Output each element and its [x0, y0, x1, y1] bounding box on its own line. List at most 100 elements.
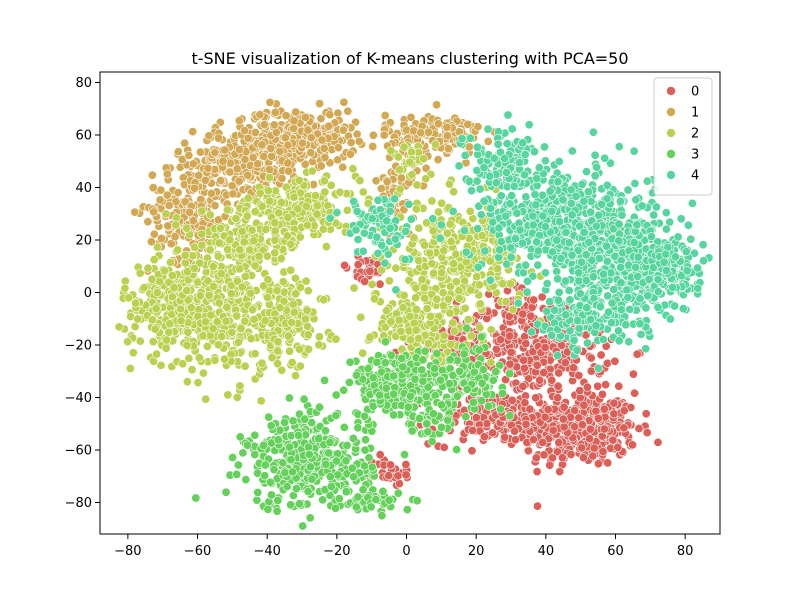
data-point	[555, 467, 565, 477]
data-point	[545, 460, 555, 470]
data-point	[274, 208, 284, 218]
data-point	[427, 196, 437, 206]
data-point	[368, 373, 378, 383]
data-point	[225, 167, 235, 177]
data-point	[272, 506, 282, 516]
data-point	[385, 460, 395, 470]
data-point	[446, 237, 456, 247]
data-point	[214, 298, 224, 308]
data-point	[270, 107, 280, 117]
data-point	[585, 424, 595, 434]
data-point	[265, 97, 275, 107]
data-point	[276, 254, 286, 264]
data-point	[375, 390, 385, 400]
data-point	[248, 153, 258, 163]
data-point	[463, 315, 473, 325]
data-point	[630, 388, 640, 398]
data-point	[428, 214, 438, 224]
data-point	[422, 304, 432, 314]
data-point	[252, 495, 262, 505]
data-point	[249, 314, 259, 324]
data-point	[578, 453, 588, 463]
data-point	[163, 221, 173, 231]
data-point	[568, 363, 578, 373]
data-point	[198, 368, 208, 378]
data-point	[559, 422, 569, 432]
data-point	[201, 394, 211, 404]
data-point	[124, 293, 134, 303]
points-layer	[114, 97, 714, 531]
data-point	[234, 145, 244, 155]
data-point	[325, 437, 335, 447]
data-point	[120, 283, 130, 293]
data-point	[273, 337, 283, 347]
data-point	[459, 226, 469, 236]
data-point	[430, 363, 440, 373]
data-point	[277, 173, 287, 183]
data-point	[270, 226, 280, 236]
data-point	[234, 116, 244, 126]
data-point	[486, 203, 496, 213]
data-point	[414, 256, 424, 266]
data-point	[398, 362, 408, 372]
data-point	[561, 227, 571, 237]
data-point	[588, 451, 598, 461]
data-point	[233, 337, 243, 347]
data-point	[303, 486, 313, 496]
data-point	[653, 437, 663, 447]
data-point	[338, 162, 348, 172]
data-point	[270, 235, 280, 245]
data-point	[238, 448, 248, 458]
data-point	[305, 513, 315, 523]
data-point	[256, 396, 266, 406]
data-point	[405, 157, 415, 167]
data-point	[253, 159, 263, 169]
data-point	[496, 191, 506, 201]
data-point	[473, 262, 483, 272]
data-point	[307, 166, 317, 176]
data-point	[266, 490, 276, 500]
data-point	[343, 106, 353, 116]
data-point	[320, 187, 330, 197]
data-point	[217, 331, 227, 341]
data-point	[253, 487, 263, 497]
data-point	[264, 165, 274, 175]
data-point	[306, 133, 316, 143]
data-point	[443, 144, 453, 154]
data-point	[152, 349, 162, 359]
data-point	[236, 323, 246, 333]
data-point	[466, 331, 476, 341]
data-point	[269, 120, 279, 130]
data-point	[186, 303, 196, 313]
data-point	[191, 493, 201, 503]
data-point	[543, 404, 553, 414]
data-point	[641, 409, 651, 419]
data-point	[592, 162, 602, 172]
data-point	[602, 180, 612, 190]
data-point	[325, 472, 335, 482]
data-point	[284, 442, 294, 452]
data-point	[131, 298, 141, 308]
data-point	[521, 192, 531, 202]
data-point	[235, 381, 245, 391]
data-point	[475, 299, 485, 309]
data-point	[495, 335, 505, 345]
data-point	[501, 297, 511, 307]
data-point	[340, 260, 350, 270]
data-point	[290, 371, 300, 381]
data-point	[443, 415, 453, 425]
data-point	[316, 161, 326, 171]
data-point	[164, 327, 174, 337]
data-point	[505, 279, 515, 289]
data-point	[439, 442, 449, 452]
data-point	[442, 122, 452, 132]
data-point	[379, 130, 389, 140]
data-point	[445, 355, 455, 365]
data-point	[432, 100, 442, 110]
data-point	[304, 449, 314, 459]
data-point	[438, 301, 448, 311]
data-point	[386, 350, 396, 360]
data-point	[459, 349, 469, 359]
data-point	[222, 205, 232, 215]
data-point	[321, 242, 331, 252]
